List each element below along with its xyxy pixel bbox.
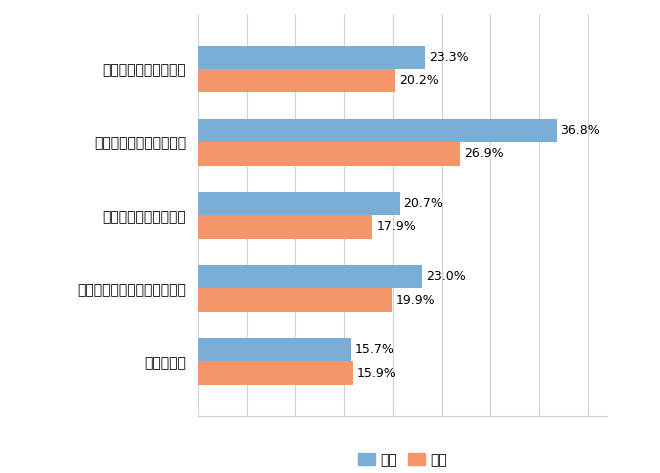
Text: 20.7%: 20.7% — [403, 197, 444, 210]
Text: 15.7%: 15.7% — [355, 343, 395, 356]
Bar — [198, 265, 422, 289]
Bar — [198, 69, 395, 92]
Text: 23.0%: 23.0% — [426, 270, 466, 283]
Text: 15.9%: 15.9% — [357, 367, 397, 380]
Bar — [198, 119, 556, 142]
Text: 23.3%: 23.3% — [429, 51, 469, 64]
Bar — [198, 361, 353, 385]
Text: 17.9%: 17.9% — [376, 220, 416, 233]
Bar — [198, 142, 460, 166]
Bar — [198, 338, 351, 361]
Bar — [198, 289, 392, 312]
Bar — [198, 215, 372, 238]
Legend: 女性, 男性: 女性, 男性 — [352, 447, 453, 473]
Bar — [198, 45, 425, 69]
Bar — [198, 192, 400, 215]
Text: 36.8%: 36.8% — [560, 124, 600, 137]
Text: 26.9%: 26.9% — [464, 147, 504, 160]
Text: 20.2%: 20.2% — [399, 74, 438, 87]
Text: 19.9%: 19.9% — [396, 294, 436, 307]
